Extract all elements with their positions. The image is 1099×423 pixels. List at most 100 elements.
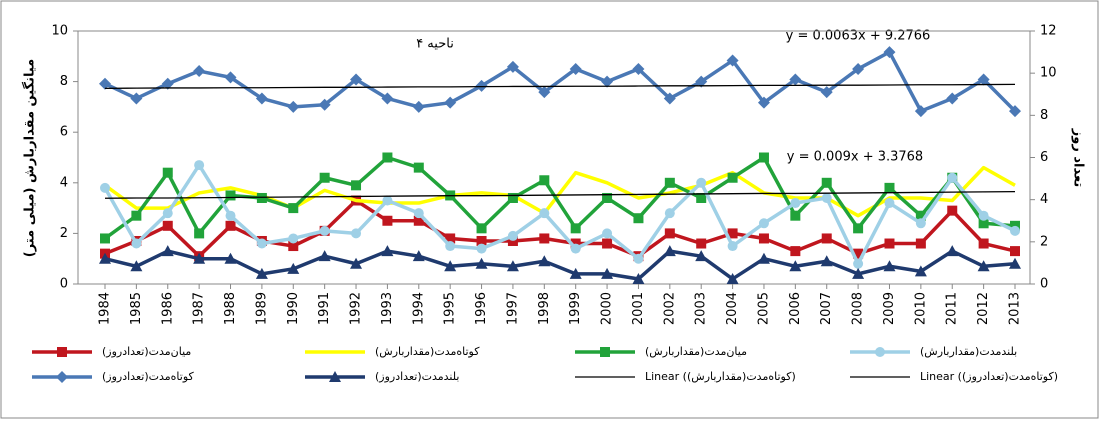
point-marker [319,172,330,183]
point-marker [319,225,330,236]
point-marker [507,230,518,241]
legend-marker [57,347,67,357]
point-marker [696,177,707,188]
point-marker [161,77,174,90]
point-marker [790,246,801,257]
point-marker [475,79,488,92]
point-marker [476,243,487,254]
point-marker [476,223,487,234]
point-marker [99,77,111,90]
legend-label: میان‌مدت(مقداربارش) [645,345,747,358]
legend-label: Linear (کوتاه‌مدت(تعدادروز)) [920,370,1058,383]
point-marker [757,96,770,109]
point-marker [507,235,518,246]
legend-label: بلندمدت(تعدادروز) [375,370,459,383]
legend-label: میان‌مدت(تعدادروز) [102,345,191,358]
point-marker [194,160,205,171]
point-marker [946,245,959,257]
point-marker [476,235,487,246]
point-marker [758,218,769,229]
point-marker [946,92,959,105]
point-marker [883,46,896,59]
point-marker [288,233,299,244]
x-tick-label: 2003 [694,292,709,325]
y-axis-title: میانگین مقداربارش (میلی متر) [22,59,38,257]
x-tick-label: 1987 [192,292,207,325]
point-marker [351,228,362,239]
x-tick-label: 1997 [505,292,520,325]
x-tick-label: 1986 [160,292,175,325]
y-tick-label: 8 [60,74,68,89]
point-marker [602,238,613,249]
x-tick-label: 2006 [788,292,803,325]
point-marker [947,205,958,216]
point-marker [633,253,644,264]
point-marker [225,190,236,201]
x-tick-label: 2012 [976,292,991,325]
legend-label: کوتاه‌مدت(مقداربارش) [375,345,480,358]
y2-tick-label: 2 [1040,234,1048,249]
point-marker [663,245,676,257]
x-tick-label: 2004 [725,292,740,325]
legend-label: کوتاه‌مدت(تعدادروز) [102,370,194,383]
point-marker [351,180,362,191]
point-marker [382,215,393,226]
trend-equation: y = 0.009x + 3.3768 [787,150,923,165]
point-marker [821,177,832,188]
point-marker [256,192,267,203]
point-marker [130,92,143,105]
y-tick-label: 10 [51,24,68,39]
legend-marker [875,347,885,357]
point-marker [601,267,614,279]
point-marker [538,86,551,99]
point-marker [915,218,926,229]
point-marker [947,172,958,183]
region-annotation: ناحیه ۴ [416,37,454,52]
point-marker [726,272,739,284]
point-marker [162,167,173,178]
point-marker [570,238,581,249]
point-marker [695,250,708,262]
point-marker [820,255,833,267]
point-marker [381,92,394,105]
point-marker [412,250,425,262]
point-marker [664,208,675,219]
point-marker [506,260,519,272]
point-marker [1010,225,1020,236]
point-marker [757,252,770,264]
point-marker [821,192,832,203]
point-marker [506,60,519,73]
x-tick-label: 1990 [286,292,301,325]
point-marker [99,252,111,264]
point-marker [287,100,300,113]
point-marker [193,252,206,264]
y2-tick-label: 12 [1040,24,1057,39]
point-marker [100,233,110,244]
point-marker [978,210,989,221]
x-tick-label: 2001 [631,292,646,325]
point-marker [632,62,645,75]
y2-tick-label: 4 [1040,192,1048,207]
point-marker [977,260,990,272]
point-marker [727,241,738,252]
point-marker [570,243,581,254]
point-marker [161,245,174,257]
point-marker [539,208,550,219]
point-marker [758,233,769,244]
x-tick-label: 1988 [223,292,238,325]
series-line [104,249,1016,281]
point-marker [413,215,424,226]
point-marker [318,250,331,262]
point-marker [288,203,299,214]
point-marker [853,258,864,269]
x-tick-label: 1985 [129,292,144,325]
point-marker [256,238,267,249]
point-marker [884,238,895,249]
y2-tick-label: 6 [1040,150,1048,165]
x-tick-label: 1992 [349,292,364,325]
point-marker [914,265,927,277]
point-marker [663,92,676,105]
series-line [103,163,1016,266]
point-marker [1009,105,1021,118]
